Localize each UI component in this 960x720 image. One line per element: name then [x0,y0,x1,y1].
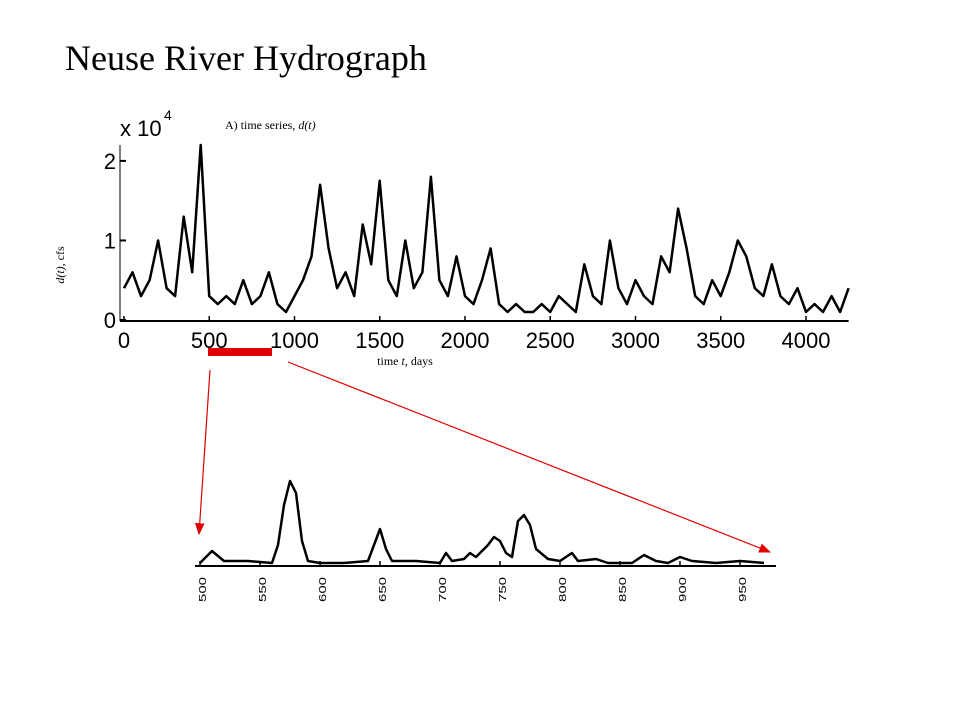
annotation-italic: d(t) [298,118,315,132]
x-tick-label: 500 [196,577,208,602]
slide-title: Neuse River Hydrograph [65,38,427,78]
x-tick-label: 2000 [441,328,490,353]
axis-multiplier-exponent: 4 [164,107,172,123]
zoom-range-bar [208,348,272,356]
x-tick-label: 1500 [355,328,404,353]
x-tick-label: 4000 [781,328,830,353]
axis-multiplier: x 10 [120,116,162,141]
x-label-part: days [411,354,433,368]
x-tick-label: 900 [676,577,688,602]
y-tick-label: 1 [104,228,116,253]
x-tick-label: 1000 [270,328,319,353]
y-label-part: d(t), [53,263,67,283]
x-tick-label: 3500 [696,328,745,353]
x-tick-label: 600 [316,577,328,602]
x-tick-label: 650 [376,577,388,602]
x-label-part: time [377,354,398,368]
y-axis-label: d(t), cfs [53,246,67,284]
x-axis-label: time t, days [377,354,433,368]
x-tick-label: 500 [191,328,228,353]
x-tick-label: 0 [118,328,130,353]
x-label-part: t, [401,354,407,368]
y-tick-label: 2 [104,149,116,174]
chart-annotation: A) time series, d(t) [225,118,316,132]
x-tick-label: 750 [496,577,508,602]
x-tick-label: 700 [436,577,448,602]
x-tick-label: 3000 [611,328,660,353]
x-tick-label: 850 [616,577,628,602]
plots: 0 1 2 0 500 1000 1500 2000 2500 3000 3500 4000 500 55… [104,143,850,602]
annotation-text: A) time series, [225,118,295,132]
y-tick-label: 0 [104,308,116,333]
data-line [122,143,850,314]
zoom-arrow [194,369,211,536]
y-label-part: cfs [53,246,67,260]
x-tick-label: 550 [256,577,268,602]
x-tick-label: 950 [736,577,748,602]
data-line [199,479,765,565]
x-tick-label: 2500 [526,328,575,353]
x-tick-label: 800 [556,577,568,602]
zoom-arrow [287,361,772,553]
